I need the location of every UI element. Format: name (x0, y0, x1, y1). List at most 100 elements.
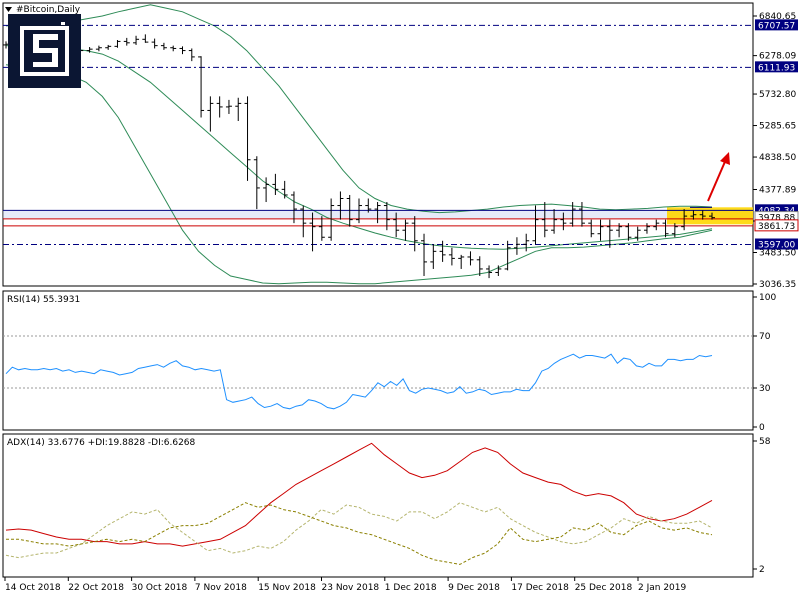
candle-bar (198, 56, 205, 118)
candle-bar (272, 173, 279, 195)
candle-bar (216, 96, 223, 118)
x-tick-label: 9 Dec 2018 (448, 583, 500, 593)
candle-bar (690, 210, 697, 220)
candle-bar (532, 205, 539, 245)
candle-bar (309, 212, 316, 252)
candle-bar (337, 191, 344, 220)
level-label-box (755, 204, 798, 216)
x-tick-label: 15 Nov 2018 (258, 583, 316, 593)
candle-bar (411, 216, 418, 252)
candle-bar (513, 237, 520, 255)
candle-bar (253, 156, 260, 210)
rsi-series (3, 335, 753, 410)
candle-bar (105, 44, 112, 50)
x-tick-label: 30 Oct 2018 (132, 583, 188, 593)
candle-bar (318, 216, 325, 241)
candle-bar (114, 39, 121, 48)
rsi-tick-label: 0 (759, 423, 765, 433)
adx-tick-label: 2 (759, 565, 765, 575)
x-tick-label: 23 Nov 2018 (322, 583, 380, 593)
candle-bar (634, 226, 641, 241)
candle-bar (244, 96, 251, 181)
rsi-panel-frame (2, 290, 754, 431)
candle-bar (207, 96, 214, 132)
adx-series (5, 442, 713, 565)
candle-bar (643, 223, 650, 234)
rsi-tick-label: 70 (759, 332, 771, 342)
adx-panel-frame (2, 433, 754, 578)
adx-panel-label: ADX(14) 33.6776 +DI:19.8828 -DI:6.6268 (7, 438, 196, 448)
candle-bar (179, 46, 186, 55)
candle-bar (560, 212, 567, 231)
candle-bar (625, 223, 632, 241)
candle-bar (606, 219, 613, 248)
candle-bar (671, 223, 678, 238)
candle-bar (430, 244, 437, 269)
candle-bar (458, 254, 465, 269)
candle-bar (281, 180, 288, 199)
up-arrow-annotation (707, 152, 730, 202)
x-tick-label: 22 Oct 2018 (68, 583, 124, 593)
level-price-label: 6111.93 (755, 61, 798, 73)
candle-bar (421, 233, 428, 276)
candle-bar (374, 202, 381, 224)
candle-bar (86, 47, 93, 53)
axes: 6840.65 6278.09 5732.80 5285.65 4838.50 4377.… (4, 12, 799, 593)
price-tick-label: 4838.50 (759, 153, 796, 163)
candle-bar (123, 37, 130, 46)
brand-logo-icon (8, 14, 81, 88)
triangle-down-icon[interactable] (5, 7, 12, 12)
price-tick-label: 4377.89 (759, 185, 796, 195)
candles (3, 34, 715, 279)
level-label-text: 6707.57 (758, 21, 795, 31)
rsi-line (5, 353, 713, 410)
candle-bar (225, 99, 232, 114)
price-tick-label: 6840.65 (759, 12, 796, 22)
price-tick-label: 5732.80 (759, 90, 796, 100)
price-tick-label: 3483.50 (759, 248, 796, 258)
rsi-tick-label: 100 (759, 293, 776, 303)
candle-bar (170, 45, 177, 52)
price-tick-label: 5285.65 (759, 122, 796, 132)
chart-title: #Bitcoin,Daily (16, 5, 81, 15)
price-panel-frame (2, 2, 754, 287)
candle-bar (699, 210, 706, 220)
candle-bar (328, 198, 335, 241)
rsi-tick-label: 30 (759, 384, 771, 394)
level-label-box (755, 19, 798, 31)
level-label-text: 3597.00 (758, 241, 795, 251)
bollinger-upper-line (5, 4, 713, 214)
level-price-label: 3597.00 (755, 238, 798, 251)
candle-bar (616, 223, 623, 238)
level-label-text: 6111.93 (758, 63, 795, 73)
candle-bar (486, 265, 493, 279)
candle-bar (142, 34, 149, 43)
candle-bar (402, 219, 409, 241)
candle-bar (597, 219, 604, 241)
candle-bar (356, 198, 362, 224)
candle-bar (300, 205, 307, 238)
candle-bar (188, 48, 195, 62)
candle-bar (709, 212, 715, 220)
level-label-text: 3861.73 (758, 222, 795, 232)
level-price-label: 6707.57 (755, 19, 798, 31)
x-tick-label: 7 Nov 2018 (195, 583, 247, 593)
x-tick-label: 17 Dec 2018 (511, 583, 569, 593)
bollinger-lower-line (5, 64, 713, 285)
candle-bar (133, 35, 140, 45)
panel-frames (2, 2, 754, 578)
candle-bar (290, 191, 297, 224)
x-tick-label: 2 Jan 2019 (638, 583, 686, 593)
level-label-box (755, 238, 798, 250)
candle-bar (95, 45, 102, 52)
level-label-text: 3978.88 (758, 214, 795, 224)
candle-bar (476, 256, 483, 276)
minus-di-line (6, 502, 713, 565)
candle-bar (365, 198, 372, 213)
candle-bar (653, 219, 660, 231)
price-tick-label: 6278.09 (759, 52, 796, 62)
adx-line (5, 442, 713, 547)
candle-bar (523, 233, 530, 252)
candle-bar (439, 240, 446, 262)
